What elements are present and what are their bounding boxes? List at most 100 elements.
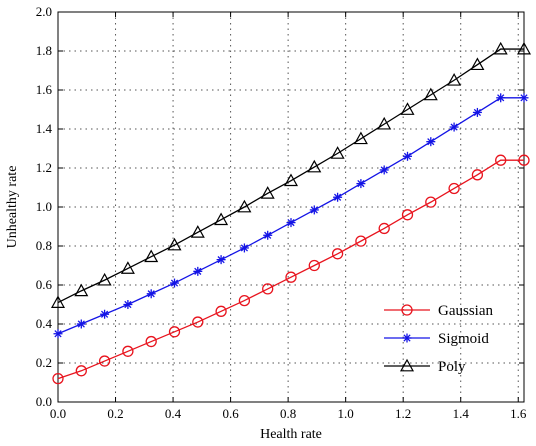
data-point-poly bbox=[493, 41, 508, 55]
data-point-sigmoid bbox=[403, 151, 412, 161]
data-point-poly bbox=[447, 73, 462, 86]
data-point-sigmoid bbox=[496, 93, 506, 103]
star-stroke bbox=[473, 108, 482, 117]
data-point-poly bbox=[74, 283, 89, 297]
data-point-gaussian bbox=[168, 326, 181, 338]
data-point-gaussian bbox=[355, 235, 367, 247]
data-point-poly bbox=[283, 173, 299, 187]
data-point-sigmoid bbox=[286, 218, 296, 228]
y-axis-label: Unhealthy rate bbox=[5, 166, 20, 249]
series-layer bbox=[50, 41, 532, 385]
series-line-poly bbox=[57, 48, 524, 304]
data-point-gaussian bbox=[192, 316, 204, 328]
data-point-gaussian bbox=[448, 182, 460, 195]
data-point-poly bbox=[400, 102, 415, 115]
y-tick-label: 1.2 bbox=[36, 160, 52, 175]
data-point-poly bbox=[260, 186, 275, 199]
data-point-poly bbox=[214, 212, 229, 226]
data-point-gaussian bbox=[215, 305, 227, 317]
data-point-sigmoid bbox=[53, 329, 63, 339]
star-stroke bbox=[124, 300, 132, 309]
x-tick-label: 0.4 bbox=[165, 406, 182, 421]
star-stroke bbox=[54, 330, 62, 338]
x-tick-label: 1.2 bbox=[395, 406, 411, 421]
star-stroke bbox=[77, 320, 85, 328]
data-point-gaussian bbox=[98, 355, 111, 367]
star-stroke bbox=[450, 123, 458, 131]
data-point-sigmoid bbox=[333, 192, 343, 202]
star-stroke bbox=[333, 193, 342, 201]
star-stroke bbox=[217, 256, 225, 264]
legend-item-gaussian: Gaussian bbox=[384, 303, 493, 319]
legend-marker-sigmoid bbox=[402, 333, 412, 343]
star-stroke bbox=[403, 152, 412, 160]
x-tick-label: 0.6 bbox=[222, 406, 239, 421]
data-point-gaussian bbox=[145, 335, 157, 348]
data-point-sigmoid bbox=[472, 107, 482, 117]
x-tick-label: 1.6 bbox=[510, 406, 527, 421]
y-tick-label: 0.0 bbox=[36, 394, 52, 409]
data-point-gaussian bbox=[471, 169, 484, 181]
data-point-poly bbox=[353, 131, 368, 145]
data-point-gaussian bbox=[262, 283, 274, 295]
legend-label: Gaussian bbox=[438, 303, 493, 319]
data-point-gaussian bbox=[495, 154, 507, 166]
data-point-gaussian bbox=[285, 271, 297, 283]
y-tick-label: 1.8 bbox=[36, 43, 52, 58]
y-tick-label: 0.2 bbox=[36, 355, 52, 370]
star-stroke bbox=[380, 166, 388, 174]
legend-label: Sigmoid bbox=[438, 331, 489, 347]
data-point-gaussian bbox=[401, 209, 414, 221]
x-axis-ticks: 0.0 0.2 0.4 0.6 0.8 1.0 1.2 1.4 1.6 bbox=[50, 12, 527, 421]
data-point-poly bbox=[470, 57, 485, 71]
y-tick-label: 1.0 bbox=[36, 199, 52, 214]
y-tick-label: 2.0 bbox=[36, 4, 52, 19]
star-stroke bbox=[194, 267, 202, 275]
y-tick-label: 1.6 bbox=[36, 82, 53, 97]
data-point-sigmoid bbox=[216, 255, 226, 265]
data-point-poly bbox=[307, 159, 322, 173]
x-axis-label: Health rate bbox=[260, 427, 322, 442]
x-tick-label: 0.8 bbox=[280, 406, 296, 421]
data-point-gaussian bbox=[308, 259, 320, 272]
data-point-gaussian bbox=[378, 222, 390, 235]
series-line-gaussian bbox=[57, 159, 524, 380]
data-point-gaussian bbox=[518, 154, 530, 166]
series-line-sigmoid bbox=[57, 97, 524, 335]
data-point-sigmoid bbox=[146, 289, 156, 299]
x-tick-label: 0.2 bbox=[107, 406, 123, 421]
data-point-sigmoid bbox=[193, 266, 203, 276]
data-point-sigmoid bbox=[170, 278, 179, 288]
data-point-poly bbox=[144, 249, 159, 263]
x-tick-label: 1.0 bbox=[338, 406, 354, 421]
star-stroke bbox=[310, 206, 318, 214]
data-point-poly bbox=[167, 237, 182, 251]
data-point-poly bbox=[423, 87, 438, 101]
data-point-sigmoid bbox=[379, 165, 389, 175]
legend-label: Poly bbox=[438, 359, 466, 375]
data-point-poly bbox=[237, 199, 252, 213]
data-point-sigmoid bbox=[449, 122, 459, 132]
data-point-gaussian bbox=[75, 365, 87, 377]
data-point-sigmoid bbox=[356, 179, 366, 189]
star-stroke bbox=[287, 218, 295, 227]
y-tick-label: 1.4 bbox=[36, 121, 53, 136]
data-point-sigmoid bbox=[309, 205, 319, 215]
data-point-gaussian bbox=[425, 196, 437, 208]
data-point-sigmoid bbox=[76, 319, 86, 329]
star-stroke bbox=[403, 334, 411, 342]
data-point-gaussian bbox=[331, 248, 344, 260]
y-tick-label: 0.6 bbox=[36, 277, 53, 292]
data-point-sigmoid bbox=[239, 243, 249, 253]
data-point-gaussian bbox=[238, 294, 251, 307]
star-stroke bbox=[170, 279, 179, 287]
y-tick-label: 0.4 bbox=[36, 316, 53, 331]
star-stroke bbox=[100, 310, 109, 318]
data-point-sigmoid bbox=[100, 309, 110, 319]
data-point-sigmoid bbox=[263, 230, 273, 240]
x-tick-label: 1.4 bbox=[453, 406, 470, 421]
data-point-sigmoid bbox=[426, 137, 436, 147]
legend-marker-gaussian bbox=[401, 304, 413, 316]
x-tick-label: 0.0 bbox=[50, 406, 66, 421]
